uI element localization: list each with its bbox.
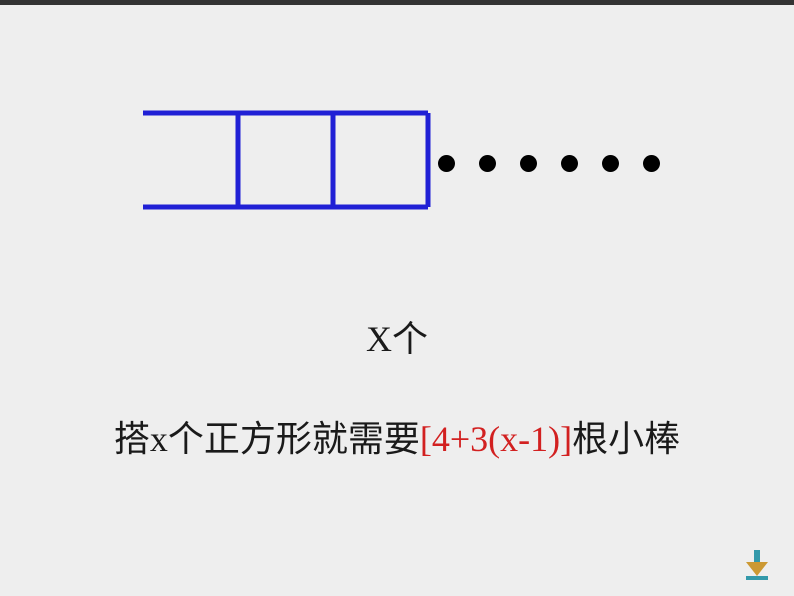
next-arrow-icon [742,544,772,584]
sentence-prefix: 搭x个正方形就需要 [114,419,420,459]
dot [643,155,660,172]
x-count-label: X个 [0,310,794,362]
squares-svg [140,110,435,210]
dot [479,155,496,172]
next-button[interactable] [742,544,772,584]
dot [520,155,537,172]
dot [438,155,455,172]
sentence-suffix: 根小棒 [572,419,680,459]
formula-highlight: [4+3(x-1)] [420,419,572,459]
squares-diagram [140,110,435,210]
dot [602,155,619,172]
dot [561,155,578,172]
ellipsis-dots [438,155,660,172]
top-border [0,0,794,5]
formula-sentence: 搭x个正方形就需要[4+3(x-1)]根小棒 [0,410,794,462]
